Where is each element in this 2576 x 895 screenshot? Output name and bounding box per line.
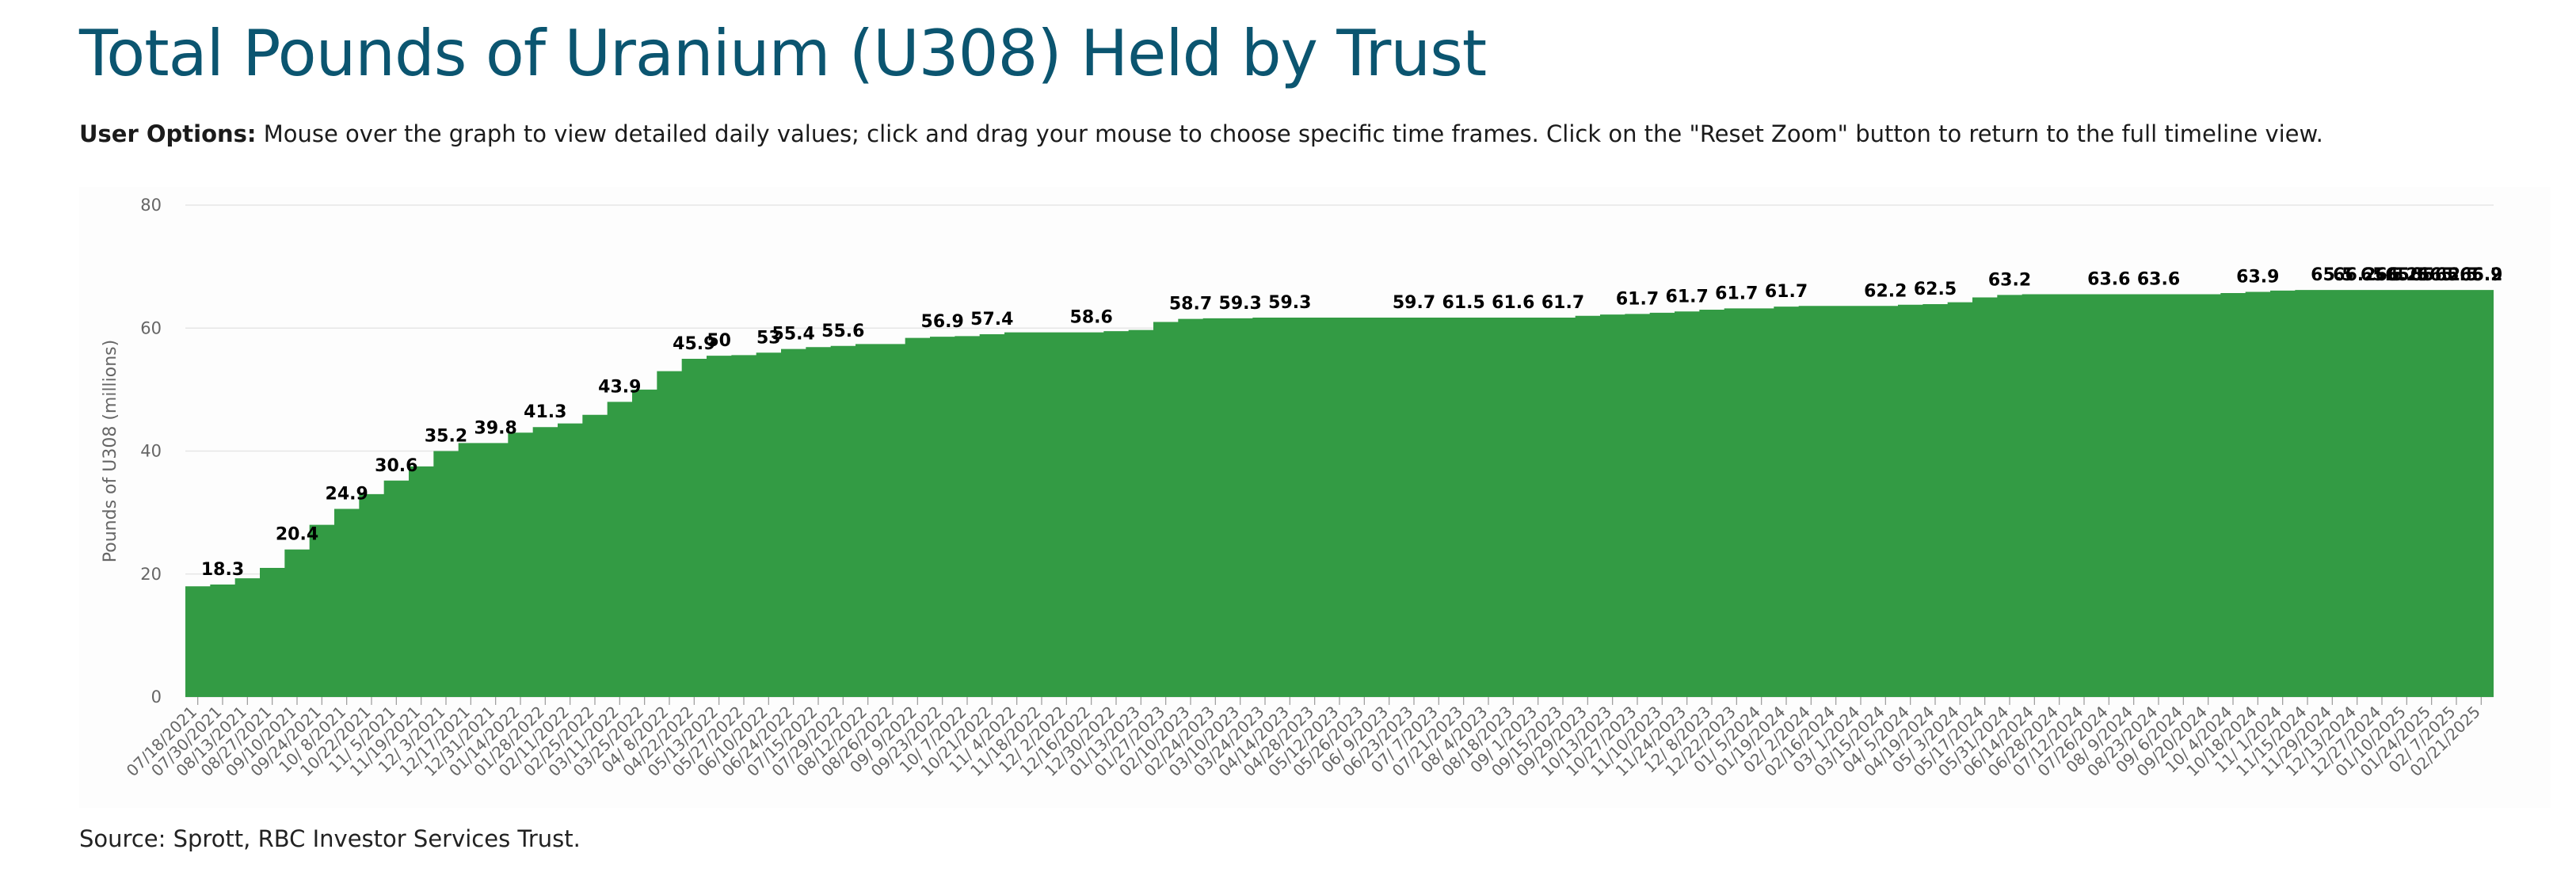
data-label: 65.5 [2435, 265, 2478, 285]
data-labels: 18.3 20.4 24.9 30.6 35.2 39.8 41.3 43.9 45.950 53… [201, 265, 2503, 580]
data-label: 66.2 [2333, 265, 2376, 285]
data-label: 66.2 [2460, 265, 2502, 285]
data-label: 56.9 [921, 312, 964, 332]
data-label: 35.2 [425, 427, 467, 447]
data-label: 63.9 [2236, 268, 2279, 288]
user-options-description: Mouse over the graph to view detailed da… [256, 120, 2323, 147]
data-label: 61.7 [1616, 289, 1659, 309]
user-options-text: User Options: Mouse over the graph to vi… [79, 120, 2323, 147]
y-axis: 0 20 40 60 80 [140, 196, 162, 706]
data-label: 63.2 [1988, 270, 2031, 290]
data-label: 61.7 [1666, 287, 1709, 307]
chart-container[interactable]: 18.3 20.4 24.9 30.6 35.2 39.8 41.3 43.9 45.9 50 53… [79, 187, 2551, 808]
y-tick-label: 60 [140, 318, 162, 337]
data-label: 65.9 [2460, 265, 2502, 285]
data-label: 59.3 [1219, 294, 1262, 314]
y-tick-label: 20 [140, 565, 162, 584]
user-options-label: User Options: [79, 120, 257, 147]
data-label: 55.6 [821, 322, 864, 341]
data-label: 58.7 [1169, 295, 1212, 314]
y-tick-label: 40 [140, 442, 162, 461]
uranium-area-chart[interactable]: 18.3 20.4 24.9 30.6 35.2 39.8 41.3 43.9 45.950 53… [79, 187, 2551, 808]
data-label: 20.4 [276, 525, 318, 545]
x-axis: 07/18/202107/30/202108/13/202108/27/2021… [123, 697, 2484, 780]
page-title: Total Pounds of Uranium (U308) Held by T… [79, 17, 1487, 90]
data-label: 63.6 [2087, 270, 2130, 290]
y-tick-label: 0 [151, 687, 162, 706]
y-tick-label: 80 [140, 196, 162, 215]
data-label: 61.6 [1492, 293, 1534, 313]
data-label: 61.7 [1715, 284, 1758, 303]
data-label: 61.7 [1765, 282, 1808, 302]
area-layer [185, 290, 2494, 697]
data-label: 30.6 [375, 456, 417, 476]
data-label: 55.4 [772, 325, 815, 345]
source-note: Source: Sprott, RBC Investor Services Tr… [79, 825, 581, 852]
data-label: 57.4 [970, 310, 1013, 329]
data-label: 66.2 [2418, 265, 2460, 285]
data-label: 59.7 [1393, 293, 1435, 313]
data-label: 65.5 [2311, 265, 2353, 285]
data-label: 65.5 [2361, 265, 2403, 285]
data-label: 65.5 [2385, 265, 2428, 285]
data-label: 45.9 [673, 334, 715, 354]
data-label: 53 [756, 328, 781, 348]
data-label: 62.5 [1914, 280, 1957, 299]
data-label: 61.5 [1442, 293, 1485, 313]
data-label: 39.8 [474, 418, 517, 438]
data-label: 50 [707, 331, 731, 351]
y-axis-label: Pounds of U308 (millions) [101, 340, 120, 562]
data-label: 63.6 [2137, 270, 2180, 290]
uranium-holdings-area[interactable] [185, 290, 2494, 697]
data-label: 43.9 [598, 377, 641, 397]
data-label: 62.2 [1864, 281, 1907, 301]
data-label: 66.2 [2376, 265, 2418, 285]
data-label: 58.6 [1070, 308, 1113, 328]
data-label: 24.9 [326, 485, 368, 505]
data-label: 41.3 [524, 402, 566, 422]
data-label: 59.3 [1268, 293, 1311, 313]
data-label: 65.5 [2410, 265, 2453, 285]
data-label: 18.3 [201, 560, 244, 580]
data-label: 61.7 [1541, 293, 1584, 313]
